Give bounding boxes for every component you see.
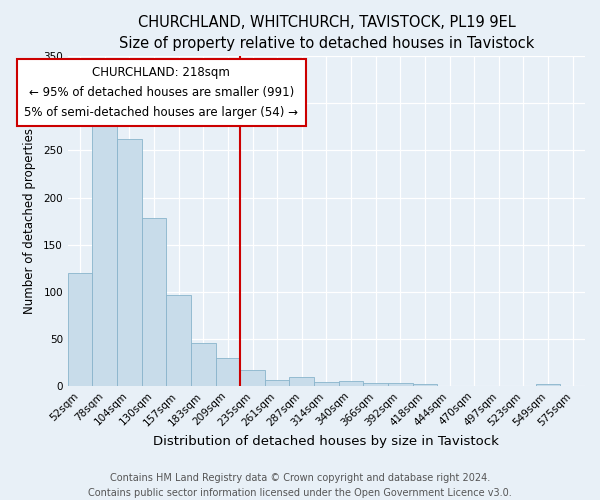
Y-axis label: Number of detached properties: Number of detached properties bbox=[23, 128, 37, 314]
X-axis label: Distribution of detached houses by size in Tavistock: Distribution of detached houses by size … bbox=[154, 434, 499, 448]
Bar bbox=[92, 118, 117, 386]
Bar bbox=[166, 296, 191, 386]
Bar bbox=[388, 383, 413, 386]
Bar bbox=[142, 218, 166, 386]
Bar bbox=[191, 344, 215, 386]
Bar bbox=[240, 370, 265, 386]
Bar bbox=[117, 139, 142, 386]
Text: CHURCHLAND: 218sqm
← 95% of detached houses are smaller (991)
5% of semi-detache: CHURCHLAND: 218sqm ← 95% of detached hou… bbox=[25, 66, 298, 118]
Bar bbox=[289, 378, 314, 386]
Bar bbox=[265, 380, 289, 386]
Bar bbox=[413, 384, 437, 386]
Bar bbox=[314, 382, 339, 386]
Title: CHURCHLAND, WHITCHURCH, TAVISTOCK, PL19 9EL
Size of property relative to detache: CHURCHLAND, WHITCHURCH, TAVISTOCK, PL19 … bbox=[119, 15, 534, 51]
Text: Contains HM Land Registry data © Crown copyright and database right 2024.
Contai: Contains HM Land Registry data © Crown c… bbox=[88, 472, 512, 498]
Bar bbox=[536, 384, 560, 386]
Bar bbox=[339, 381, 364, 386]
Bar bbox=[68, 273, 92, 386]
Bar bbox=[215, 358, 240, 386]
Bar bbox=[364, 383, 388, 386]
